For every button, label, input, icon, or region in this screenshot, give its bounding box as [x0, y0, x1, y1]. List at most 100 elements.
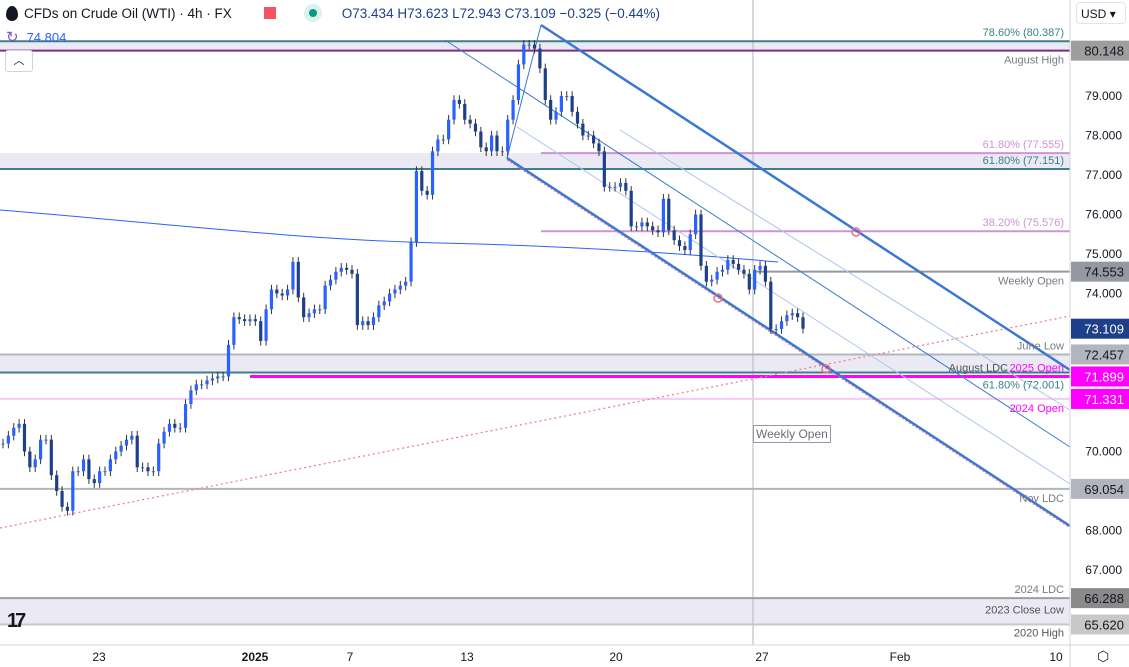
candle-body [425, 190, 429, 195]
channel-line [516, 126, 1071, 485]
candle-body [119, 445, 123, 452]
candle-body [291, 261, 295, 290]
june-low-zone [0, 354, 1070, 373]
tradingview-logo[interactable]: 17 [7, 610, 26, 632]
price-tick-label: 68.000 [1085, 524, 1122, 538]
candle-body [774, 329, 778, 331]
price-badge-label: 73.109 [1084, 322, 1124, 337]
candle-body [280, 293, 284, 296]
candle-body [366, 321, 370, 326]
candle-body [28, 451, 32, 468]
candle-body [103, 471, 107, 473]
currency-label: USD [1081, 7, 1107, 21]
candle-body [785, 315, 789, 322]
candle-body [527, 44, 531, 46]
oil-drop-icon [6, 5, 18, 21]
candle-body [436, 139, 440, 152]
candle-body [387, 293, 392, 302]
candle-body [318, 309, 322, 311]
candle-body [790, 313, 794, 316]
price-badge-label: 80.148 [1084, 44, 1124, 59]
level-label: 38.20% (75.576) [983, 217, 1064, 229]
candle-body [484, 147, 488, 152]
touch-point-marker [713, 293, 723, 303]
price-badge-label: 71.899 [1084, 369, 1124, 384]
candle-body [253, 319, 257, 322]
candle-body [248, 319, 252, 322]
chart-header: CFDs on Crude Oil (WTI) · 4h · FX O73.43… [6, 4, 660, 22]
price-badge [1071, 478, 1129, 499]
gear-icon[interactable]: ⬡ [1097, 648, 1110, 664]
candle-body [92, 479, 96, 484]
refresh-icon[interactable]: ↻ [6, 29, 19, 46]
candle-body [404, 281, 408, 286]
candle-body [312, 309, 317, 314]
candle-body [65, 506, 70, 511]
price-badge-label: 65.620 [1084, 618, 1124, 633]
candle-body [393, 289, 397, 294]
candle-body [726, 259, 730, 270]
candle-body [361, 321, 365, 326]
candle-body [398, 285, 402, 290]
candle-body [6, 435, 10, 444]
price-tick-label: 76.000 [1085, 208, 1122, 222]
price-badge [1071, 366, 1129, 387]
candle-body [12, 427, 16, 436]
market-status-icon [303, 4, 322, 22]
candle-body [688, 234, 692, 251]
candle-body [554, 111, 558, 120]
candle-body [194, 384, 198, 391]
candle-body [339, 267, 343, 272]
candle-body [334, 271, 338, 280]
candle-body [1, 443, 5, 445]
candle-body [87, 459, 91, 480]
level-label: August High [1004, 55, 1064, 67]
candle-body [575, 111, 580, 124]
candle-body [140, 467, 145, 469]
level-label: 61.80% (72.001) [983, 379, 1064, 391]
candle-body [720, 269, 725, 272]
candle-body [618, 182, 623, 187]
candle-body [447, 119, 451, 140]
candle-body [731, 259, 735, 264]
level-label: 2024 Open [1010, 403, 1064, 415]
price-badge [1071, 344, 1129, 365]
candle-body [522, 44, 526, 65]
candle-body [672, 230, 676, 241]
candle-body [457, 99, 461, 104]
time-tick-label: Feb [890, 650, 911, 664]
candle-body [216, 376, 220, 379]
candle-body [76, 471, 80, 473]
candle-body [538, 48, 542, 69]
candle-body [243, 319, 247, 322]
candle-body [463, 103, 467, 120]
candle-body [33, 459, 37, 468]
candle-body [167, 423, 172, 432]
level-label: 2023 Close Low [985, 605, 1064, 617]
indicator-row[interactable]: ↻ 74.804 [6, 28, 66, 46]
candle-body [221, 376, 225, 378]
candle-body [130, 435, 134, 440]
level-label: June Low [1017, 340, 1064, 352]
currency-select[interactable]: USD ▾ [1076, 2, 1126, 24]
candle-body [151, 471, 155, 473]
fib-zone [0, 153, 1070, 170]
symbol-title[interactable]: CFDs on Crude Oil (WTI) · 4h · FX [24, 5, 232, 21]
close-low-zone [0, 598, 1070, 625]
candle-body [124, 439, 129, 446]
candle-body [779, 321, 784, 330]
candle-body [55, 475, 59, 491]
channel-line [506, 156, 1071, 528]
flag-icon[interactable] [263, 7, 276, 19]
candle-body [667, 198, 671, 231]
candle-body [49, 439, 53, 476]
candle-body [371, 317, 376, 326]
weekly-open-marker-label: Weekly Open [753, 425, 831, 443]
candle-body [259, 321, 263, 341]
candle-body [640, 222, 644, 227]
collapse-button[interactable]: ︿ [5, 50, 33, 72]
candle-body [715, 271, 719, 280]
candle-body [355, 273, 359, 326]
